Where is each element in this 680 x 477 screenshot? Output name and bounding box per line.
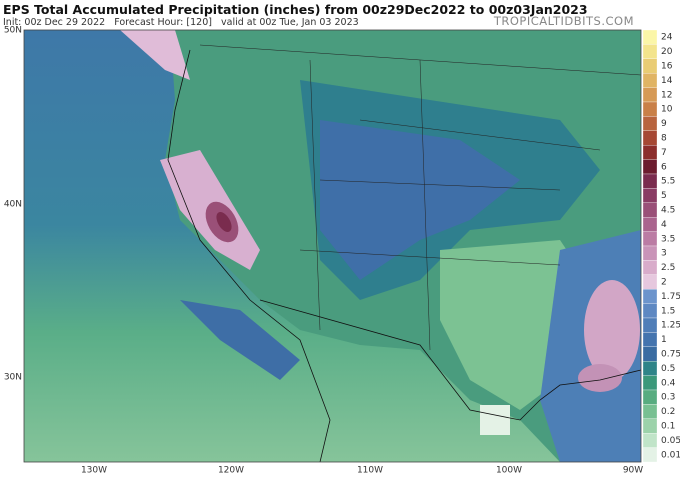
colorbar-swatch xyxy=(642,274,658,290)
colorbar-label: 4 xyxy=(661,220,667,230)
colorbar-label: 1.25 xyxy=(661,321,680,331)
colorbar-label: 6 xyxy=(661,162,667,172)
colorbar-swatch xyxy=(642,260,658,275)
colorbar-swatch xyxy=(642,332,658,347)
lon-label: 100W xyxy=(496,466,522,476)
colorbar-label: 0.75 xyxy=(661,350,680,360)
colorbar-label: 16 xyxy=(661,62,673,72)
site-credit: TROPICALTIDBITS.COM xyxy=(493,14,634,28)
colorbar-label: 0.05 xyxy=(661,436,680,446)
colorbar-label: 3.5 xyxy=(661,234,675,244)
colorbar-swatch xyxy=(642,29,658,45)
subtitle: Init: 00z Dec 29 2022 Forecast Hour: [12… xyxy=(3,17,359,28)
colorbar-swatch xyxy=(642,145,658,160)
lon-label: 110W xyxy=(357,466,383,476)
colorbar-label: 0.2 xyxy=(661,407,675,417)
title: EPS Total Accumulated Precipitation (inc… xyxy=(3,2,588,17)
colorbar-swatch xyxy=(642,447,658,463)
colorbar-swatch xyxy=(642,361,658,376)
colorbar-label: 0.5 xyxy=(661,364,675,374)
colorbar-label: 14 xyxy=(661,76,673,86)
colorbar-label: 2.5 xyxy=(661,263,675,273)
colorbar-swatch xyxy=(642,87,658,103)
map-frame xyxy=(23,29,642,463)
lon-label: 130W xyxy=(81,466,107,476)
colorbar-label: 4.5 xyxy=(661,206,675,216)
lat-label: 40N xyxy=(4,200,22,210)
colorbar-swatch xyxy=(642,101,658,117)
colorbar-label: 10 xyxy=(661,105,673,115)
colorbar-label: 7 xyxy=(661,148,667,158)
lon-label: 90W xyxy=(623,466,643,476)
colorbar-swatch xyxy=(642,317,658,333)
colorbar-label: 0.3 xyxy=(661,393,675,403)
colorbar-swatch xyxy=(642,245,658,261)
colorbar-label: 5 xyxy=(661,191,667,201)
lat-label: 50N xyxy=(4,26,22,36)
colorbar-swatch xyxy=(642,73,658,88)
colorbar-swatch xyxy=(642,404,658,419)
colorbar-label: 8 xyxy=(661,134,667,144)
colorbar-swatch xyxy=(642,231,658,247)
colorbar-swatch xyxy=(642,130,658,146)
colorbar-swatch xyxy=(642,433,658,448)
colorbar-swatch xyxy=(642,116,658,131)
colorbar-swatch xyxy=(642,289,658,304)
colorbar-label: 0.1 xyxy=(661,422,675,432)
colorbar-label: 1 xyxy=(661,335,667,345)
colorbar-swatch xyxy=(642,303,658,319)
lon-label: 120W xyxy=(218,466,244,476)
colorbar-swatch xyxy=(642,217,658,232)
colorbar-label: 0.01 xyxy=(661,450,680,460)
colorbar-swatch xyxy=(642,202,658,218)
colorbar-swatch xyxy=(642,58,658,74)
colorbar-label: 24 xyxy=(661,33,673,43)
colorbar-label: 1.75 xyxy=(661,292,680,302)
colorbar-label: 2 xyxy=(661,278,667,288)
colorbar-label: 3 xyxy=(661,249,667,259)
lat-label: 30N xyxy=(4,373,22,383)
colorbar-label: 1.5 xyxy=(661,306,675,316)
colorbar-label: 0.4 xyxy=(661,378,676,388)
colorbar-label: 20 xyxy=(661,47,673,57)
colorbar-label: 5.5 xyxy=(661,177,675,187)
colorbar-swatch xyxy=(642,375,658,391)
colorbar-swatch xyxy=(642,44,658,59)
colorbar-label: 12 xyxy=(661,90,672,100)
precip-field xyxy=(24,30,641,462)
colorbar-swatch xyxy=(642,188,658,203)
colorbar-swatch xyxy=(642,418,658,434)
colorbar-label: 9 xyxy=(661,119,667,129)
colorbar-swatch xyxy=(642,159,658,175)
colorbar-swatch xyxy=(642,346,658,362)
colorbar-swatch xyxy=(642,173,658,189)
colorbar-swatch xyxy=(642,389,658,405)
